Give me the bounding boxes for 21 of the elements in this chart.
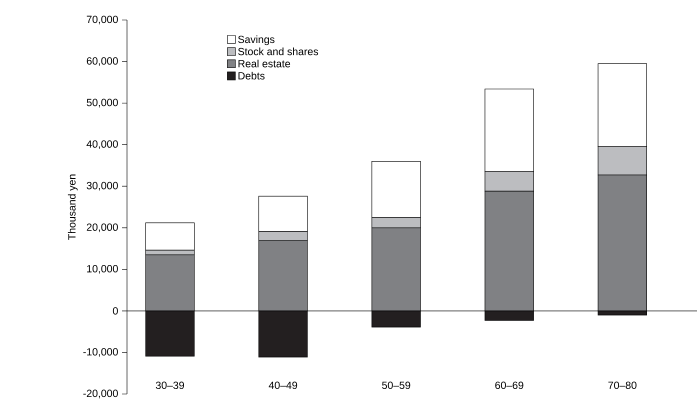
y-tick-label: 30,000 (86, 182, 118, 191)
y-tick-label: -10,000 (83, 348, 118, 357)
y-tick-label: 20,000 (86, 223, 118, 232)
y-axis-title: Thousand yen (68, 174, 78, 240)
x-tick-label: 40–49 (268, 382, 298, 389)
y-tick-label: 10,000 (87, 265, 118, 274)
y-tick-label: 60,000 (86, 57, 118, 66)
legend-label: Debts (238, 72, 265, 80)
legend-label: Real estate (238, 60, 290, 68)
y-tick-label: -20,000 (83, 390, 118, 398)
y-tick-label: 50,000 (86, 98, 118, 108)
x-tick-label: 70–80 (608, 382, 636, 389)
x-tick-label: 60–69 (495, 382, 524, 389)
y-tick-label: 40,000 (86, 140, 118, 149)
y-tick-label: 0 (112, 307, 118, 315)
legend-label: Stock and shares (238, 48, 318, 56)
legend-label: Savings (238, 35, 274, 46)
y-tick-label: 70,000 (86, 16, 118, 24)
bar (145, 222, 195, 251)
x-tick-label: 50–59 (382, 382, 410, 389)
x-tick-label: 30–39 (156, 382, 184, 389)
